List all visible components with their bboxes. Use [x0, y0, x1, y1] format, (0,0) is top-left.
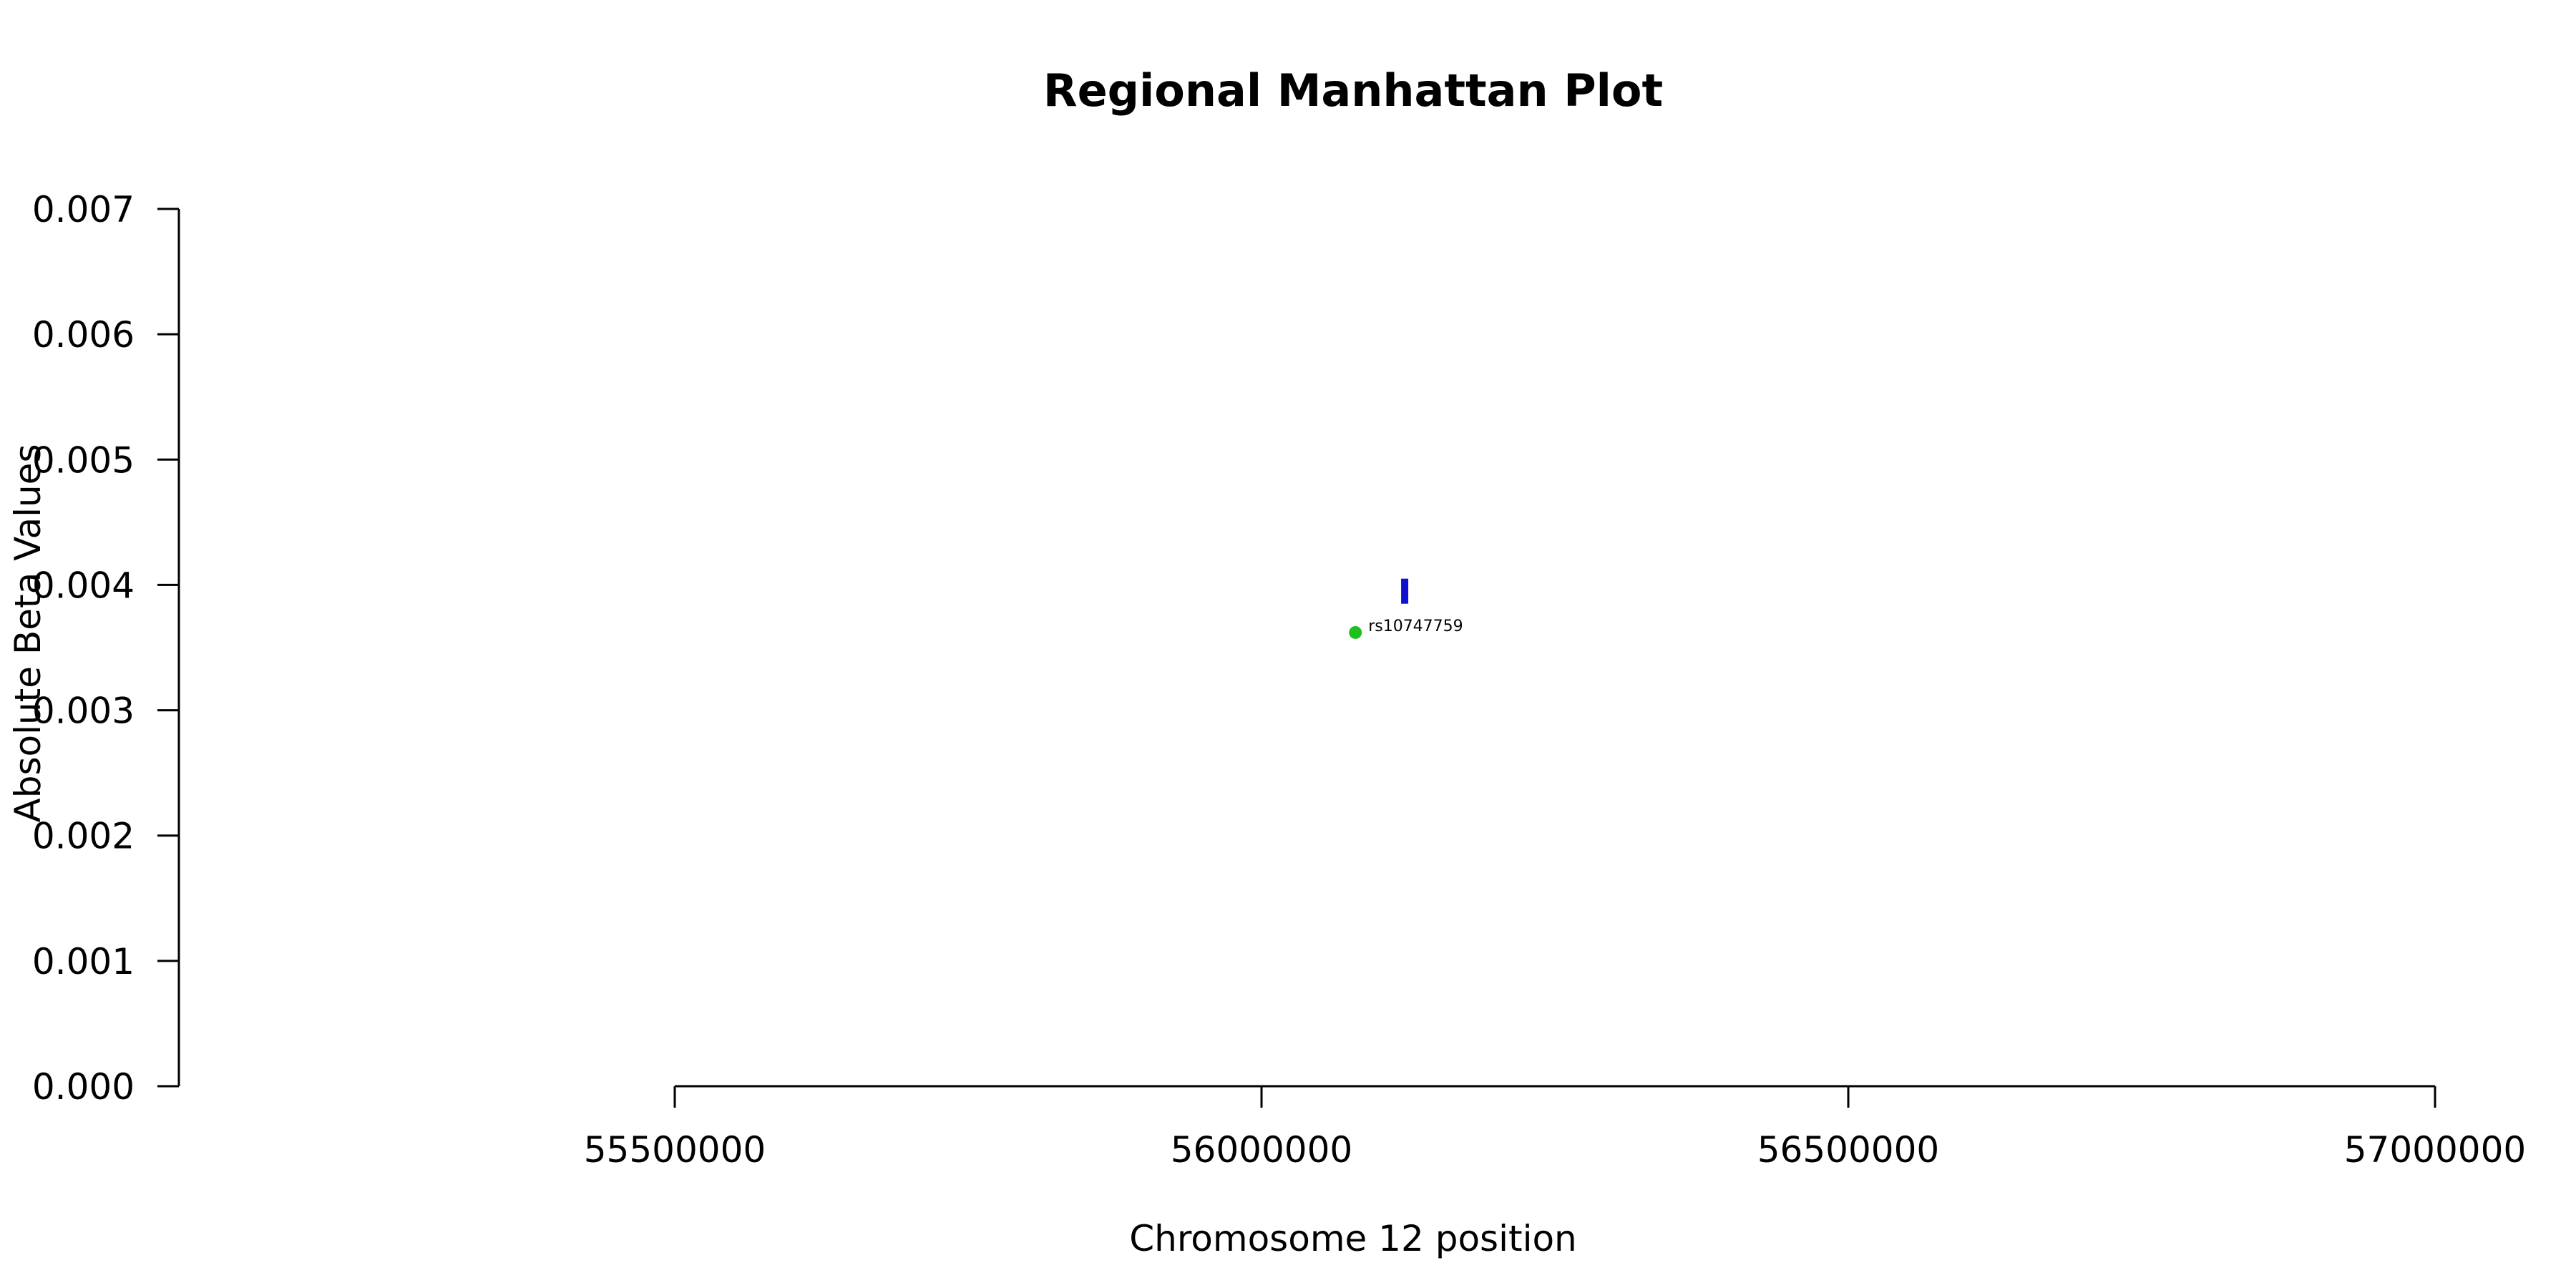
- y-tick-label: 0.003: [32, 691, 135, 732]
- chart-title: Regional Manhattan Plot: [1043, 64, 1663, 117]
- x-axis: 55500000 56000000 56500000 57000000: [584, 1085, 2527, 1171]
- x-tick-label: 57000000: [2344, 1129, 2527, 1171]
- snp-bar-mark: [1401, 578, 1409, 604]
- y-tick-label: 0.000: [32, 1066, 135, 1108]
- y-tick-label: 0.007: [32, 189, 135, 230]
- x-tick-label: 56000000: [1171, 1129, 1353, 1171]
- y-axis-label: Absolute Beta Values: [7, 444, 49, 823]
- data-points: rs10747759: [1349, 578, 1463, 639]
- y-tick-label: 0.004: [32, 565, 135, 606]
- y-tick-label: 0.002: [32, 816, 135, 857]
- x-tick-label: 55500000: [584, 1129, 766, 1171]
- y-tick-label: 0.001: [32, 941, 135, 982]
- x-axis-label: Chromosome 12 position: [1129, 1218, 1577, 1259]
- y-tick-label: 0.005: [32, 439, 135, 481]
- x-tick-label: 56500000: [1757, 1129, 1940, 1171]
- snp-point-label: rs10747759: [1368, 618, 1463, 635]
- y-axis: 0.000 0.001 0.002 0.003 0.004 0.005 0.006 0.007: [32, 189, 180, 1108]
- y-tick-label: 0.006: [32, 314, 135, 356]
- snp-point: [1349, 625, 1362, 639]
